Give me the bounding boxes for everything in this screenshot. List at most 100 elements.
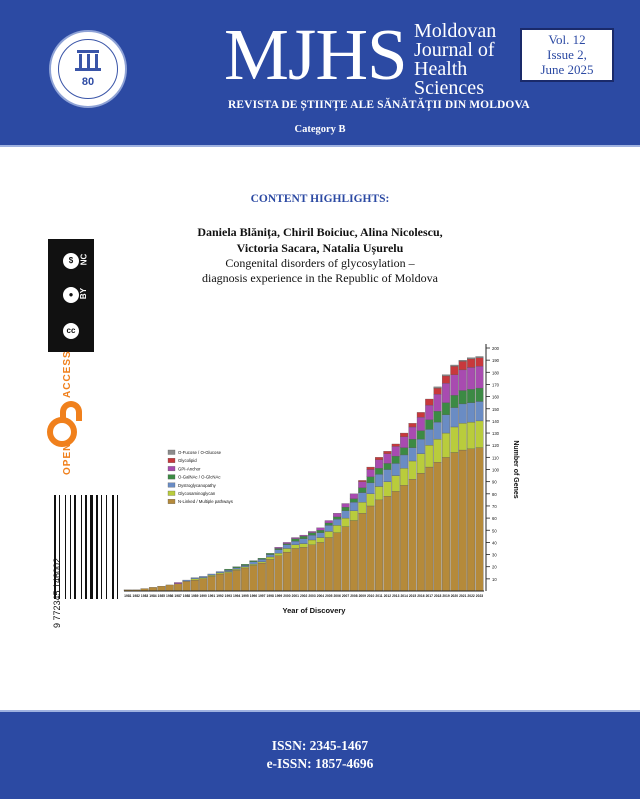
bar-segment	[467, 421, 476, 449]
x-tick-label: 1982	[133, 594, 141, 598]
bar-segment	[333, 532, 342, 592]
bar-segment	[232, 570, 241, 592]
y-tick-label: 140	[492, 419, 500, 424]
bar-segment	[291, 538, 300, 542]
bar-segment	[400, 447, 409, 456]
open-label: OPEN	[62, 442, 73, 475]
x-tick-label: 2001	[292, 594, 300, 598]
x-tick-label: 2011	[375, 594, 382, 598]
bar-segment	[341, 507, 350, 511]
bar-segment	[299, 538, 308, 544]
bar-segment	[400, 454, 409, 469]
bar-segment	[408, 423, 417, 428]
bar-segment	[333, 519, 342, 526]
bar-segment	[341, 510, 350, 519]
bar-segment	[366, 505, 375, 592]
content-highlights-heading: CONTENT HIGHLIGHTS:	[250, 193, 390, 205]
bar-segment	[266, 559, 275, 592]
bar-segment	[182, 581, 191, 592]
bar-segment	[358, 492, 367, 503]
bar-segment	[282, 543, 291, 545]
legend-label: Glycosaminoglycan	[178, 491, 216, 496]
bar-segment	[400, 436, 409, 448]
seal-building-roof	[77, 50, 99, 53]
bar-segment	[190, 578, 199, 581]
bar-segment	[316, 537, 325, 543]
legend-swatch	[167, 466, 176, 472]
y-tick-label: 10	[492, 577, 497, 582]
bar-segment	[241, 566, 250, 569]
barcode	[54, 495, 118, 625]
bar-segment	[425, 429, 434, 446]
cc-icon: cc	[61, 321, 81, 341]
authors-line: Victoria Sacara, Natalia Ușurelu	[236, 241, 404, 255]
bar-segment	[391, 455, 400, 464]
seal-building-column	[95, 54, 98, 68]
bar-segment	[282, 544, 291, 549]
bar-segment	[441, 374, 450, 377]
bar-segment	[433, 438, 442, 463]
nc-label: NC	[79, 253, 89, 266]
bar-segment	[308, 531, 317, 533]
y-tick-label: 120	[492, 443, 500, 448]
bar-segment	[383, 451, 392, 454]
by-label: BY	[79, 287, 89, 300]
bar-segment	[257, 561, 266, 564]
bar-segment	[274, 549, 283, 554]
volume-label: Vol. 12	[548, 32, 586, 47]
y-tick-label: 30	[492, 553, 497, 558]
issn-print: ISSN: 2345-1467	[271, 738, 369, 753]
bar-segment	[199, 578, 208, 592]
bar-segment	[458, 359, 467, 362]
bar-segment	[441, 402, 450, 415]
legend-swatch	[167, 482, 176, 488]
barcode-bar	[70, 495, 71, 599]
bar-segment	[232, 567, 241, 570]
y-tick-label: 20	[492, 565, 497, 570]
bar-segment	[341, 526, 350, 592]
x-tick-label: 1981	[124, 594, 132, 598]
barcode-bar	[101, 495, 102, 599]
bar-segment	[324, 537, 333, 592]
bar-segment	[291, 537, 300, 539]
bar-segment	[383, 481, 392, 497]
bar-segment	[408, 460, 417, 480]
bar-segment	[199, 576, 208, 578]
x-tick-label: 2013	[392, 594, 400, 598]
x-tick-label: 1999	[275, 594, 283, 598]
bar-segment	[366, 476, 375, 484]
article-title: Congenital disorders of glycosylation – …	[140, 256, 500, 286]
bar-segment	[475, 356, 484, 358]
bar-segment	[308, 539, 317, 545]
cc-license-badge: cc ● $ BY NC	[48, 239, 94, 352]
x-tick-label: 2020	[451, 594, 459, 598]
bar-segment	[358, 487, 367, 493]
x-tick-label: 2018	[434, 594, 442, 598]
bar-segment	[349, 498, 358, 503]
bar-segment	[207, 575, 216, 577]
bar-segment	[257, 562, 266, 592]
x-tick-label: 2014	[400, 594, 408, 598]
bar-segment	[199, 577, 208, 579]
barcode-bar	[65, 495, 66, 599]
x-tick-label: 2006	[333, 594, 341, 598]
university-seal-icon: 80	[49, 30, 127, 108]
bar-segment	[266, 554, 275, 558]
bar-segment	[358, 502, 367, 514]
y-tick-label: 110	[492, 455, 499, 460]
x-tick-label: 1993	[225, 594, 233, 598]
bar-segment	[416, 438, 425, 454]
bar-segment	[400, 485, 409, 592]
bar-segment	[450, 395, 459, 408]
x-tick-label: 2012	[384, 594, 392, 598]
barcode-number: 9 772345 146002	[52, 557, 62, 628]
bar-segment	[316, 542, 325, 592]
bar-segment	[391, 446, 400, 457]
y-tick-label: 200	[492, 346, 500, 351]
bar-segment	[391, 463, 400, 476]
bar-segment	[299, 547, 308, 592]
bar-segment	[341, 517, 350, 527]
bar-segment	[316, 532, 325, 538]
seal-building-base	[75, 68, 101, 71]
barcode-bar	[85, 495, 87, 599]
